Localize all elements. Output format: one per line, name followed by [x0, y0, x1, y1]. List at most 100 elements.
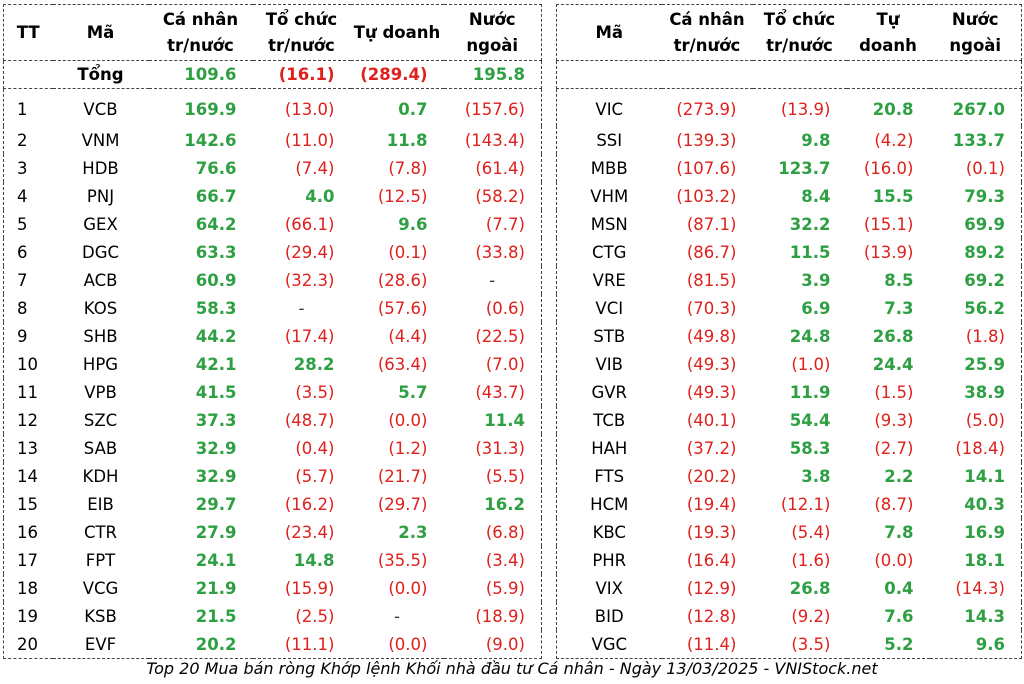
row-ticker: VCB	[83, 100, 118, 119]
cell-ca-nhan: 29.7	[195, 494, 237, 514]
row-tt: 17	[3, 546, 53, 574]
cell-tu-doanh: (57.6)	[377, 298, 428, 318]
cell-to-chuc: 58.3	[789, 438, 831, 458]
header-to-chuc-right: Tổ chức tr/nước	[752, 4, 847, 61]
table-row: GVR (49.3) 11.9 (1.5) 38.9	[556, 378, 1022, 406]
cell-nuoc-ngoai: 69.9	[929, 210, 1022, 238]
table-row: 3 HDB 76.6 (7.4) (7.8) (61.4)	[3, 154, 542, 182]
row-tt: 9	[3, 322, 53, 350]
cell-to-chuc: (12.1)	[780, 494, 831, 514]
table-row: VIC (273.9) (13.9) 20.8 267.0	[556, 88, 1022, 126]
cell-ca-nhan: 66.7	[195, 186, 237, 206]
caption: Top 20 Mua bán ròng Khớp lệnh Khối nhà đ…	[146, 659, 878, 678]
cell-to-chuc: (11.1)	[252, 630, 351, 659]
cell-ca-nhan: (11.4)	[661, 630, 753, 659]
cell-nuoc-ngoai: (61.4)	[443, 154, 542, 182]
row-ticker: VHM	[556, 182, 662, 210]
cell-to-chuc: 32.2	[789, 214, 831, 234]
row-ticker: KSB	[84, 606, 117, 626]
cell-ca-nhan: (20.2)	[686, 466, 737, 486]
cell-nuoc-ngoai: 25.9	[929, 350, 1022, 378]
cell-to-chuc: 14.8	[293, 550, 335, 570]
table-row: TCB (40.1) 54.4 (9.3) (5.0)	[556, 406, 1022, 434]
cell-to-chuc: (5.7)	[295, 466, 335, 486]
cell-ca-nhan: 142.6	[184, 130, 237, 150]
header-ma-right: Mã	[556, 4, 662, 61]
cell-tu-doanh: (0.0)	[388, 578, 428, 598]
cell-nuoc-ngoai: (3.4)	[443, 546, 542, 574]
cell-tu-doanh: (1.2)	[388, 438, 428, 458]
row-tt: 14	[3, 462, 53, 490]
table-row: VGC (11.4) (3.5) 5.2 9.6	[556, 630, 1022, 659]
cell-nuoc-ngoai: (18.4)	[929, 434, 1022, 462]
row-ticker: SAB	[83, 438, 118, 458]
row-tt: 12	[3, 406, 53, 434]
table-row: 20 EVF 20.2 (11.1) (0.0) (9.0)	[3, 630, 542, 659]
row-tt: 3	[3, 154, 53, 182]
total-tu-doanh: (289.4)	[350, 60, 444, 89]
header-tt: TT	[3, 4, 53, 61]
row-ticker: SZC	[83, 410, 118, 430]
table-row: VRE (81.5) 3.9 8.5 69.2	[556, 266, 1022, 294]
cell-tu-doanh: (1.5)	[874, 382, 914, 402]
cell-nuoc-ngoai: (5.5)	[443, 462, 542, 490]
cell-to-chuc: (29.4)	[284, 242, 335, 262]
header-nuoc-ngoai-right: Nước ngoài	[929, 4, 1022, 61]
cell-to-chuc: (9.2)	[791, 606, 831, 626]
cell-to-chuc: (1.0)	[791, 354, 831, 374]
cell-nuoc-ngoai: 89.2	[929, 238, 1022, 266]
row-ticker: FTS	[556, 462, 662, 490]
cell-nuoc-ngoai: (9.0)	[443, 630, 542, 659]
cell-nuoc-ngoai: 11.4	[443, 406, 542, 434]
row-ticker: VIX	[556, 574, 662, 602]
row-ticker: PHR	[556, 546, 662, 574]
table-row: 5 GEX 64.2 (66.1) 9.6 (7.7)	[3, 210, 542, 238]
cell-to-chuc: (2.5)	[295, 606, 335, 626]
cell-to-chuc: (0.4)	[295, 438, 335, 458]
header-ca-nhan: Cá nhân tr/nước	[148, 4, 253, 61]
row-ticker: GEX	[83, 214, 118, 234]
total-ca-nhan: 109.6	[148, 60, 253, 89]
cell-to-chuc: (32.3)	[284, 270, 335, 290]
total-row: Tổng 109.6 (16.1) (289.4) 195.8	[3, 60, 542, 89]
cell-ca-nhan: 63.3	[195, 242, 237, 262]
cell-to-chuc: (23.4)	[284, 522, 335, 542]
row-ticker: VPB	[84, 382, 117, 402]
table-row: 6 DGC 63.3 (29.4) (0.1) (33.8)	[3, 238, 542, 266]
cell-to-chuc: 28.2	[293, 354, 335, 374]
cell-tu-doanh: 0.7	[398, 100, 428, 119]
cell-ca-nhan: (87.1)	[686, 214, 737, 234]
table-row: 19 KSB 21.5 (2.5) - (18.9)	[3, 602, 542, 630]
cell-nuoc-ngoai: (22.5)	[443, 322, 542, 350]
header-ma: Mã	[52, 4, 149, 61]
cell-nuoc-ngoai: (43.7)	[443, 378, 542, 406]
cell-to-chuc: (11.0)	[284, 130, 335, 150]
cell-ca-nhan: 169.9	[184, 100, 237, 119]
cell-ca-nhan: 32.9	[195, 466, 237, 486]
left-table-body: 1 VCB 169.9 (13.0) 0.7 (157.6) 2 VNM 142.6 (11.0)…	[3, 88, 542, 659]
cell-ca-nhan: (107.6)	[676, 158, 737, 178]
cell-ca-nhan: 21.5	[195, 606, 237, 626]
cell-tu-doanh: 24.4	[872, 354, 914, 374]
cell-nuoc-ngoai: (33.8)	[443, 238, 542, 266]
cell-tu-doanh: (15.1)	[863, 214, 914, 234]
cell-nuoc-ngoai: 16.9	[929, 518, 1022, 546]
cell-ca-nhan: (12.8)	[686, 606, 737, 626]
cell-nuoc-ngoai: 69.2	[929, 266, 1022, 294]
cell-nuoc-ngoai: (157.6)	[443, 88, 542, 126]
cell-to-chuc: 8.4	[801, 186, 831, 206]
cell-nuoc-ngoai: (1.8)	[929, 322, 1022, 350]
row-tt: 2	[3, 126, 53, 154]
cell-ca-nhan: 58.3	[195, 298, 237, 318]
table-row: BID (12.8) (9.2) 7.6 14.3	[556, 602, 1022, 630]
table-row: VHM (103.2) 8.4 15.5 79.3	[556, 182, 1022, 210]
row-ticker: VCI	[556, 294, 662, 322]
cell-ca-nhan: 24.1	[195, 550, 237, 570]
total-row-right	[556, 60, 1022, 89]
cell-ca-nhan: (49.3)	[686, 382, 737, 402]
cell-nuoc-ngoai: 56.2	[929, 294, 1022, 322]
row-tt: 15	[3, 490, 53, 518]
cell-nuoc-ngoai: (58.2)	[443, 182, 542, 210]
cell-tu-doanh: 0.4	[884, 578, 914, 598]
table-row: 1 VCB 169.9 (13.0) 0.7 (157.6)	[3, 88, 542, 126]
